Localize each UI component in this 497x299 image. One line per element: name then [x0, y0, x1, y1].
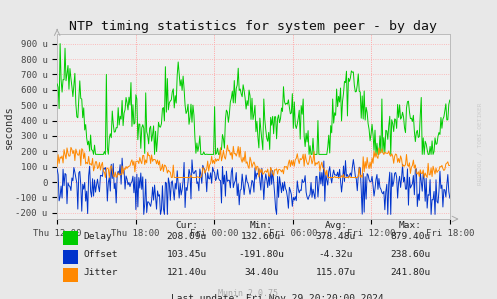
- Text: Last update: Fri Nov 29 20:20:00 2024: Last update: Fri Nov 29 20:20:00 2024: [170, 294, 383, 299]
- Text: 34.40u: 34.40u: [244, 269, 279, 277]
- Text: Min:: Min:: [250, 221, 273, 230]
- Y-axis label: seconds: seconds: [4, 105, 14, 149]
- Text: 879.40u: 879.40u: [391, 231, 430, 241]
- Bar: [63, 250, 78, 264]
- Text: 103.45u: 103.45u: [166, 250, 207, 259]
- Text: Jitter: Jitter: [84, 269, 118, 277]
- Text: Max:: Max:: [399, 221, 422, 230]
- Text: 208.09u: 208.09u: [166, 231, 207, 241]
- Text: 378.48u: 378.48u: [316, 231, 356, 241]
- Bar: [63, 231, 78, 245]
- Text: 115.07u: 115.07u: [316, 269, 356, 277]
- Text: 121.40u: 121.40u: [166, 269, 207, 277]
- Text: Offset: Offset: [84, 250, 118, 259]
- Text: -191.80u: -191.80u: [239, 250, 284, 259]
- Title: NTP timing statistics for system peer - by day: NTP timing statistics for system peer - …: [70, 20, 437, 33]
- Text: 238.60u: 238.60u: [391, 250, 430, 259]
- Text: RRDTOOL / TOBI OETIKER: RRDTOOL / TOBI OETIKER: [477, 102, 482, 185]
- Text: -4.32u: -4.32u: [319, 250, 353, 259]
- Text: 132.60u: 132.60u: [241, 231, 281, 241]
- Text: Delay: Delay: [84, 231, 113, 241]
- Text: Munin 2.0.75: Munin 2.0.75: [219, 289, 278, 298]
- Text: 241.80u: 241.80u: [391, 269, 430, 277]
- Bar: [63, 268, 78, 282]
- Text: Avg:: Avg:: [325, 221, 347, 230]
- Text: Cur:: Cur:: [175, 221, 198, 230]
